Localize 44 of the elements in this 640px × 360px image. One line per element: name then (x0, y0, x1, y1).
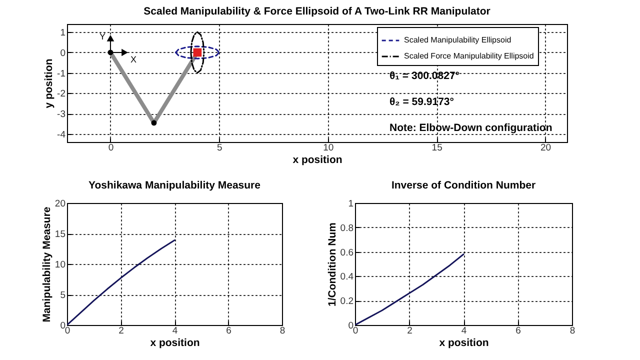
x-tick-label: 20 (540, 142, 552, 154)
x-axis-title: x position (292, 154, 342, 166)
annotation: θ₁ = 300.0827° (390, 70, 460, 82)
x-tick-label: 2 (118, 326, 124, 336)
x-axis-title: x position (150, 337, 200, 349)
y-tick-label: 5 (60, 290, 66, 301)
y-tick-label: 1 (348, 198, 354, 210)
annotation: X (130, 54, 136, 64)
legend-label: Scaled Manipulability Ellipsoid (404, 36, 512, 44)
chart-title: Inverse of Condition Number (391, 180, 536, 192)
x-tick-label: 8 (280, 326, 286, 336)
x-tick-label: 15 (432, 142, 442, 154)
x-tick-label: 0 (108, 142, 114, 154)
y-axis-title: 1/Condition Num (326, 222, 338, 306)
y-tick-label: 10 (54, 260, 66, 270)
annotation: Y (99, 31, 106, 42)
chart-title: Yoshikawa Manipulability Measure (88, 180, 261, 192)
y-axis-title: y position (43, 58, 56, 108)
y-tick-label: 0.2 (340, 296, 354, 308)
y-axis-title: Manipulability Measure (40, 206, 53, 322)
chart-title: Scaled Manipulability & Force Ellipsoid of A Two-Link RR Manipulator (144, 6, 490, 18)
y-tick-label: 15 (54, 229, 66, 240)
x-tick-label: 5 (217, 142, 222, 154)
y-tick-label: 20 (54, 198, 66, 210)
x-axis-title: x position (439, 337, 489, 349)
x-tick-label: 6 (516, 326, 521, 336)
annotation: θ₂ = 59.9173° (390, 96, 454, 108)
y-tick-label: -2 (57, 88, 66, 100)
x-tick-label: 6 (226, 326, 232, 336)
y-tick-label: 1 (60, 28, 66, 39)
x-tick-label: 2 (407, 326, 412, 336)
x-tick-label: 8 (570, 326, 576, 336)
y-tick-label: -3 (57, 109, 66, 120)
y-tick-label: -1 (57, 68, 66, 80)
y-tick-label: 0.8 (340, 222, 354, 234)
x-tick-label: 4 (172, 326, 178, 336)
y-tick-label: 0.4 (340, 272, 354, 283)
x-tick-label: 10 (323, 142, 334, 154)
legend-label: Scaled Force Manipulability Ellipsoid (404, 52, 534, 60)
x-tick-label: 4 (461, 326, 467, 336)
y-tick-label: -4 (57, 129, 66, 140)
y-tick-label: 0.6 (340, 247, 354, 258)
y-tick-label: 0 (60, 48, 66, 59)
annotation: Note: Elbow-Down configuration (390, 122, 552, 134)
